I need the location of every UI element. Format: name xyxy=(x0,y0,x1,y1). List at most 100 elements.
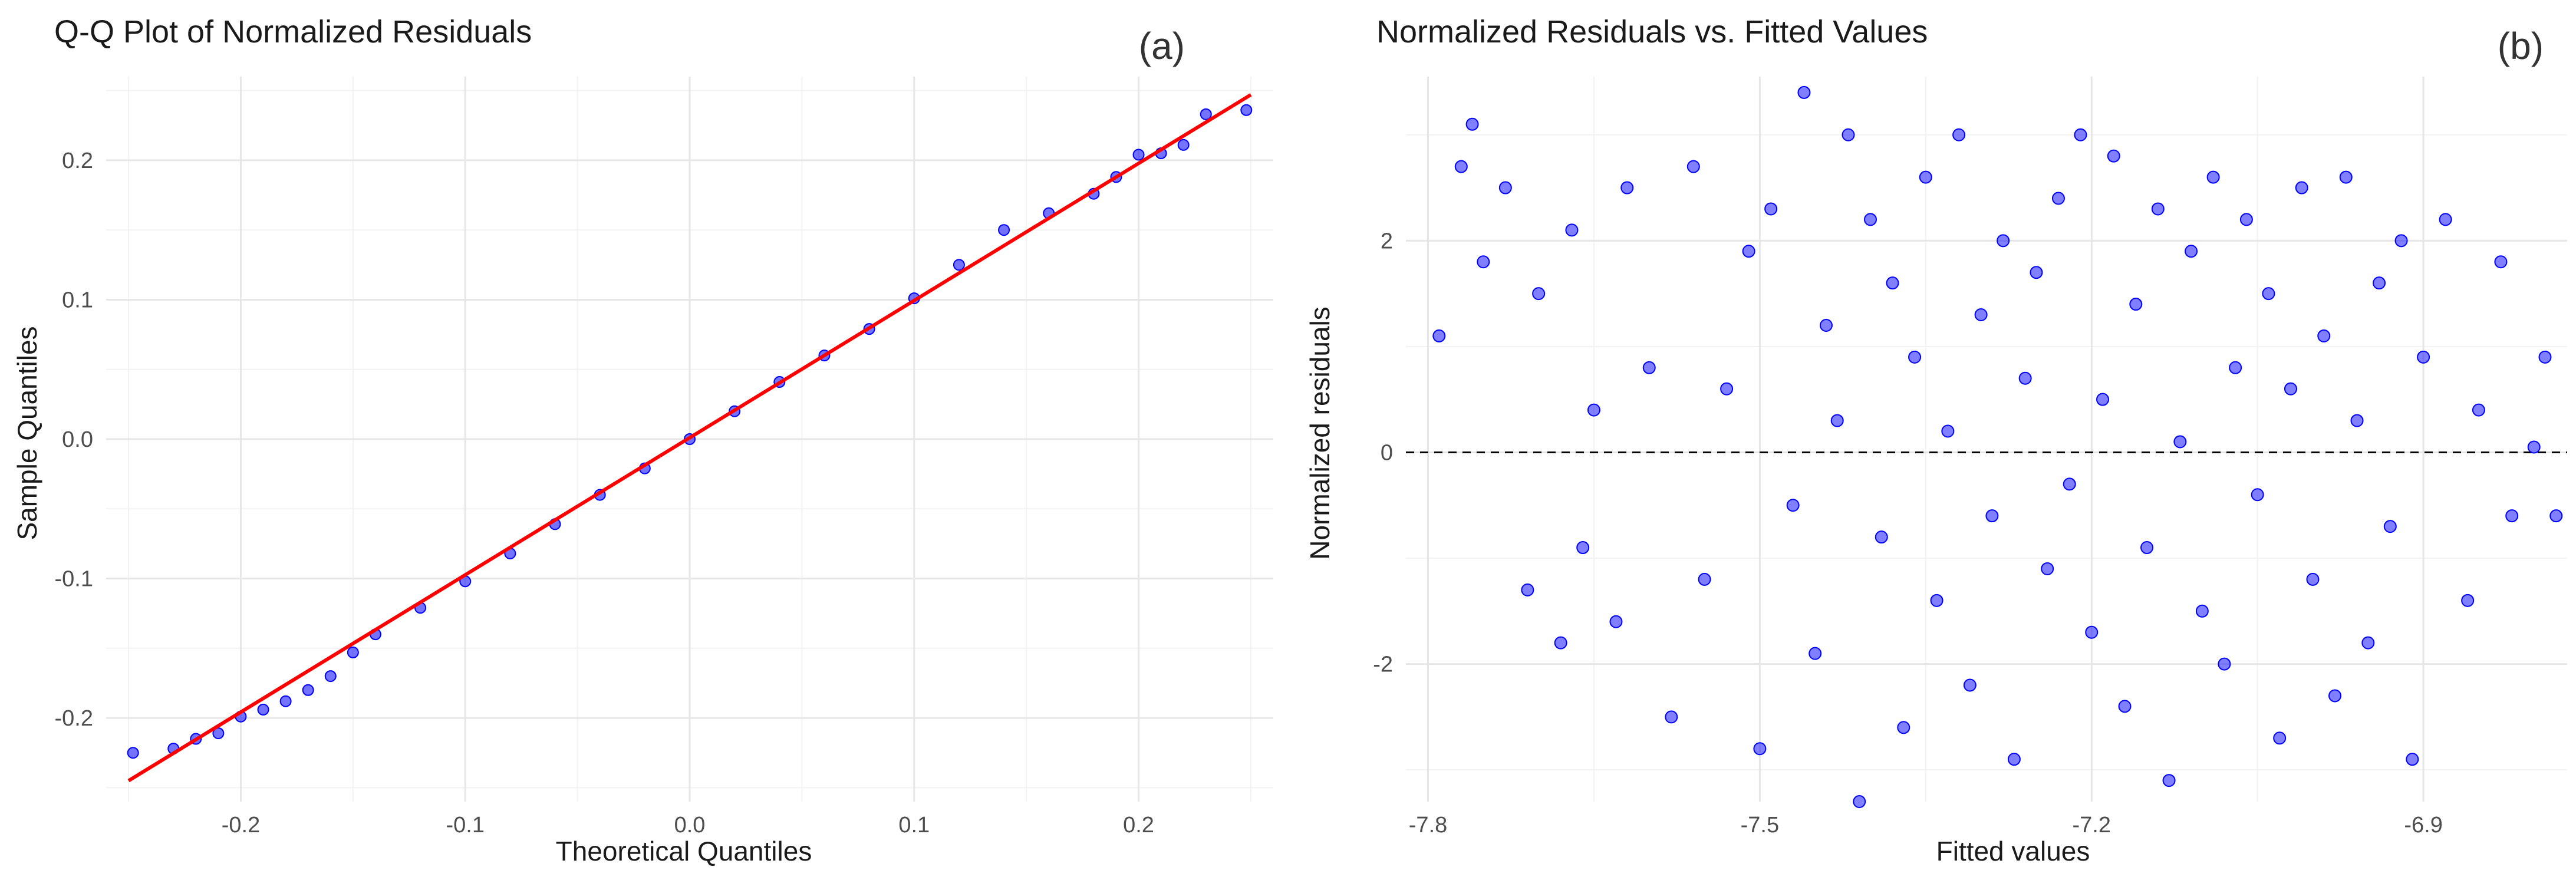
data-point xyxy=(1842,128,1855,141)
y-tick-label: 0.1 xyxy=(62,288,93,312)
data-point xyxy=(2549,509,2563,523)
qq-plot-panel: -0.2 -0.1 0.0 0.1 0.2 -0.2 -0.1 0.0 0.1 0.2 Q-Q … xyxy=(12,14,1273,866)
data-point xyxy=(1985,509,1999,523)
data-point xyxy=(1686,160,1700,173)
data-point xyxy=(1477,255,1490,269)
data-point xyxy=(1465,117,1479,131)
data-point xyxy=(1665,710,1678,724)
data-point xyxy=(2151,202,2165,216)
y-tick-label: -0.1 xyxy=(55,567,93,592)
data-point xyxy=(1720,382,1734,395)
data-point xyxy=(2063,477,2076,491)
data-point xyxy=(1764,202,1778,216)
y-tick-label: 2 xyxy=(1381,229,1393,253)
data-point xyxy=(1897,721,1910,734)
y-tick-label: -2 xyxy=(1373,652,1393,677)
data-point xyxy=(1698,572,1711,586)
data-point xyxy=(1875,530,1888,544)
data-point xyxy=(1797,85,1811,99)
data-point xyxy=(2350,414,2364,427)
data-point xyxy=(2118,700,2132,713)
data-point xyxy=(1609,615,1623,628)
data-point xyxy=(212,727,225,740)
qq-plot-title: Q-Q Plot of Normalized Residuals xyxy=(54,14,532,50)
x-tick-label: -7.5 xyxy=(1741,813,1779,838)
data-point xyxy=(127,747,139,759)
y-tick-label: 0.0 xyxy=(62,427,93,452)
data-point xyxy=(2251,488,2264,502)
x-tick-label: -7.8 xyxy=(1409,813,1447,838)
panel-a-tag: (a) xyxy=(1139,25,1185,67)
data-point xyxy=(2140,541,2154,555)
data-point xyxy=(1132,149,1145,161)
data-point xyxy=(1830,414,1844,427)
residuals-y-axis-label: Normalized residuals xyxy=(1305,306,1335,560)
data-point xyxy=(2206,170,2220,184)
data-point xyxy=(324,670,337,683)
data-point xyxy=(1786,499,1800,512)
x-tick-label: 0.0 xyxy=(674,813,706,838)
data-point xyxy=(2361,636,2375,650)
x-tick-label: -6.9 xyxy=(2404,813,2442,838)
data-point xyxy=(953,259,965,271)
y-tick-label: -0.2 xyxy=(55,706,93,731)
residuals-plot-title: Normalized Residuals vs. Fitted Values xyxy=(1376,14,1928,50)
y-tick-label: 0 xyxy=(1381,440,1393,465)
data-point xyxy=(302,684,314,696)
data-point xyxy=(1587,403,1600,417)
y-tick-label: 0.2 xyxy=(62,149,93,173)
qq-x-axis-label: Theoretical Quantiles xyxy=(556,836,812,866)
data-point xyxy=(1642,361,1656,374)
data-point xyxy=(2185,245,2198,258)
data-point xyxy=(1498,181,1512,195)
data-point xyxy=(2527,440,2541,454)
data-point xyxy=(2494,255,2508,269)
data-point xyxy=(2173,435,2187,449)
data-point xyxy=(2394,234,2408,248)
data-point xyxy=(1974,308,1988,322)
data-point xyxy=(2373,276,2386,290)
data-point xyxy=(1919,170,1932,184)
data-point xyxy=(1819,318,1833,332)
data-point xyxy=(2472,403,2485,417)
data-point xyxy=(1997,234,2010,248)
data-point xyxy=(1930,594,1943,607)
data-point xyxy=(2239,213,2253,226)
data-point xyxy=(998,224,1010,236)
data-point xyxy=(2218,657,2231,671)
data-point xyxy=(1200,108,1212,120)
x-tick-label: 0.2 xyxy=(1123,813,1154,838)
data-point xyxy=(1809,647,1822,660)
data-point xyxy=(2162,774,2176,787)
data-point xyxy=(257,703,269,716)
data-point xyxy=(1565,223,1579,237)
data-point xyxy=(1576,541,1590,555)
residuals-x-axis-label: Fitted values xyxy=(1936,836,2090,866)
panel-b-tag: (b) xyxy=(2498,25,2544,67)
data-point xyxy=(2273,731,2287,745)
data-point xyxy=(1864,213,1877,226)
x-tick-label: -0.1 xyxy=(446,813,484,838)
qq-y-axis-label: Sample Quantiles xyxy=(12,326,42,540)
data-point xyxy=(2295,181,2308,195)
residuals-vs-fitted-panel: -7.8 -7.5 -7.2 -6.9 -2 0 2 Normalized Residua… xyxy=(1288,0,2576,880)
data-point xyxy=(2406,753,2419,766)
data-point xyxy=(2195,604,2209,618)
data-point xyxy=(2018,371,2032,385)
qq-plot-svg: -0.2 -0.1 0.0 0.1 0.2 -0.2 -0.1 0.0 0.1 0.2 Q-Q … xyxy=(12,14,1273,866)
data-point xyxy=(1620,181,1634,195)
data-point xyxy=(2328,689,2341,703)
data-point xyxy=(2306,572,2320,586)
data-point xyxy=(2284,382,2297,395)
data-point xyxy=(2107,149,2120,163)
data-point xyxy=(2505,509,2519,523)
data-point xyxy=(1521,583,1534,596)
data-point xyxy=(2129,298,2143,311)
data-point xyxy=(279,695,292,707)
data-point xyxy=(2317,329,2331,342)
data-point xyxy=(1742,245,1755,258)
data-point xyxy=(1532,287,1546,301)
data-point xyxy=(2439,213,2452,226)
data-point xyxy=(2339,170,2353,184)
data-point xyxy=(2417,350,2430,364)
